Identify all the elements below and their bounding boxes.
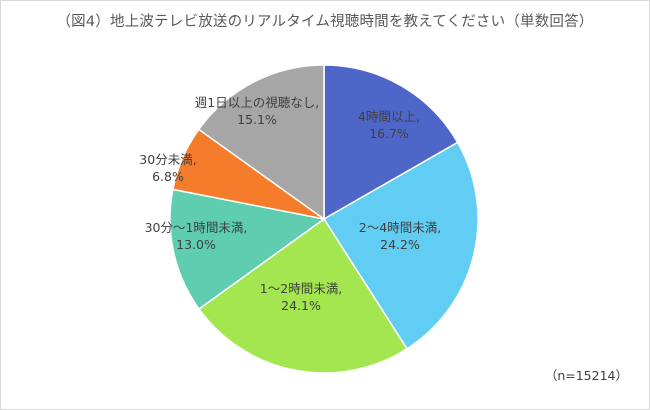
pie-slice-2 (322, 141, 479, 350)
sample-size-note: （n=15214） (544, 368, 628, 383)
data-label-5: 30分未満, 6.8% (139, 152, 196, 184)
data-label-1: 4時間以上, 16.7% (358, 109, 420, 141)
data-label-4: 30分～1時間未満, 13.0% (145, 220, 248, 252)
pie-slice-1 (323, 64, 459, 221)
pie-slice-6 (197, 64, 325, 221)
data-label-3: 1～2時間未満, 24.1% (260, 281, 342, 313)
data-label-6: 週1日以上の視聴なし, 15.1% (195, 95, 319, 127)
pie-slice-3 (197, 217, 409, 374)
chart-title: （図4）地上波テレビ放送のリアルタイム視聴時間を教えてください（単数回答） (56, 14, 594, 30)
data-label-2: 2～4時間未満, 24.2% (359, 220, 441, 252)
pie-slice-4 (169, 188, 326, 311)
